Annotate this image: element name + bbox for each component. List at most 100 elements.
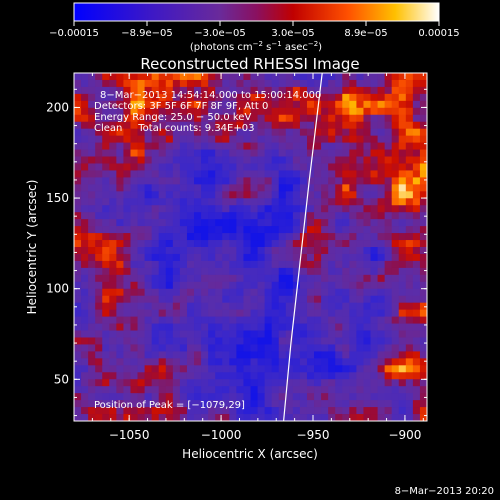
heatmap-cell bbox=[130, 226, 138, 234]
heatmap-cell bbox=[356, 253, 364, 262]
heatmap-cell bbox=[419, 149, 427, 157]
heatmap-cell bbox=[363, 407, 371, 415]
heatmap-cell bbox=[321, 372, 329, 380]
heatmap-cell bbox=[165, 191, 174, 199]
heatmap-cell bbox=[102, 309, 110, 317]
heatmap-cell bbox=[243, 233, 251, 241]
heatmap-cell bbox=[95, 128, 103, 137]
heatmap-cell bbox=[172, 274, 181, 283]
heatmap-cell bbox=[151, 386, 160, 394]
colorbar-tick-label: −8.9e−05 bbox=[121, 28, 173, 39]
heatmap-cell bbox=[398, 184, 407, 192]
heatmap-cell bbox=[179, 351, 188, 359]
heatmap-cell bbox=[88, 149, 96, 157]
heatmap-cell bbox=[356, 107, 364, 116]
heatmap-cell bbox=[405, 198, 414, 206]
heatmap-cell bbox=[384, 295, 393, 304]
heatmap-cell bbox=[285, 309, 294, 317]
heatmap-cell bbox=[165, 316, 174, 324]
heatmap-cell bbox=[116, 323, 124, 331]
heatmap-cell bbox=[292, 330, 301, 338]
heatmap-cell bbox=[398, 344, 407, 352]
heatmap-cell bbox=[229, 170, 237, 178]
heatmap-cell bbox=[314, 344, 322, 352]
heatmap-cell bbox=[391, 100, 400, 109]
heatmap-cell bbox=[250, 267, 258, 276]
heatmap-cell bbox=[215, 260, 223, 269]
heatmap-cell bbox=[88, 205, 96, 213]
heatmap-cell bbox=[342, 323, 350, 331]
heatmap-cell bbox=[398, 191, 407, 199]
heatmap-cell bbox=[222, 163, 230, 171]
heatmap-cell bbox=[391, 149, 400, 157]
heatmap-cell bbox=[356, 309, 364, 317]
heatmap-cell bbox=[81, 253, 89, 262]
heatmap-cell bbox=[116, 156, 124, 164]
heatmap-cell bbox=[328, 281, 336, 290]
heatmap-cell bbox=[363, 128, 371, 137]
heatmap-cell bbox=[271, 79, 280, 88]
heatmap-cell bbox=[391, 323, 400, 331]
heatmap-cell bbox=[384, 212, 393, 220]
heatmap-cell bbox=[102, 233, 110, 241]
heatmap-cell bbox=[165, 295, 174, 304]
heatmap-cell bbox=[398, 316, 407, 324]
heatmap-cell bbox=[363, 107, 371, 116]
heatmap-cell bbox=[201, 302, 209, 311]
heatmap-cell bbox=[215, 191, 223, 199]
heatmap-cell bbox=[419, 247, 427, 255]
heatmap-cell bbox=[229, 212, 237, 220]
heatmap-cell bbox=[370, 267, 378, 276]
heatmap-cell bbox=[321, 142, 329, 150]
heatmap-cell bbox=[88, 330, 96, 338]
heatmap-cell bbox=[236, 393, 244, 401]
heatmap-cell bbox=[243, 226, 251, 234]
heatmap-cell bbox=[229, 260, 237, 269]
heatmap-cell bbox=[377, 309, 386, 317]
heatmap-cell bbox=[172, 86, 181, 95]
heatmap-cell bbox=[335, 281, 343, 290]
heatmap-cell bbox=[321, 135, 329, 143]
heatmap-cell bbox=[321, 128, 329, 137]
heatmap-cell bbox=[208, 274, 216, 283]
heatmap-cell bbox=[201, 281, 209, 290]
heatmap-cell bbox=[95, 212, 103, 220]
heatmap-cell bbox=[292, 163, 301, 171]
heatmap-cell bbox=[116, 393, 124, 401]
heatmap-cell bbox=[243, 170, 251, 178]
heatmap-cell bbox=[384, 393, 393, 401]
heatmap-cell bbox=[306, 247, 315, 255]
heatmap-cell bbox=[144, 212, 153, 220]
heatmap-cell bbox=[144, 79, 153, 88]
heatmap-cell bbox=[349, 379, 357, 387]
heatmap-cell bbox=[335, 226, 343, 234]
heatmap-cell bbox=[109, 316, 117, 324]
heatmap-cell bbox=[306, 372, 315, 380]
heatmap-cell bbox=[194, 351, 202, 359]
heatmap-cell bbox=[299, 281, 308, 290]
heatmap-cell bbox=[264, 330, 273, 338]
heatmap-cell bbox=[306, 295, 315, 304]
heatmap-cell bbox=[405, 86, 414, 95]
heatmap-cell bbox=[179, 372, 188, 380]
heatmap-cell bbox=[81, 198, 89, 206]
heatmap-cell bbox=[194, 316, 202, 324]
heatmap-cell bbox=[370, 316, 378, 324]
heatmap-cell bbox=[194, 309, 202, 317]
heatmap-cell bbox=[314, 128, 322, 137]
heatmap-cell bbox=[292, 344, 301, 352]
heatmap-cell bbox=[88, 233, 96, 241]
heatmap-cell bbox=[370, 191, 378, 199]
heatmap-cell bbox=[391, 86, 400, 95]
heatmap-cell bbox=[321, 379, 329, 387]
heatmap-cell bbox=[81, 107, 89, 116]
heatmap-cell bbox=[356, 170, 364, 178]
heatmap-cell bbox=[151, 281, 160, 290]
heatmap-cell bbox=[208, 288, 216, 297]
heatmap-cell bbox=[215, 386, 223, 394]
heatmap-cell bbox=[109, 128, 117, 137]
heatmap-cell bbox=[335, 330, 343, 338]
heatmap-cell bbox=[250, 309, 258, 317]
heatmap-cell bbox=[321, 247, 329, 255]
heatmap-cell bbox=[215, 295, 223, 304]
